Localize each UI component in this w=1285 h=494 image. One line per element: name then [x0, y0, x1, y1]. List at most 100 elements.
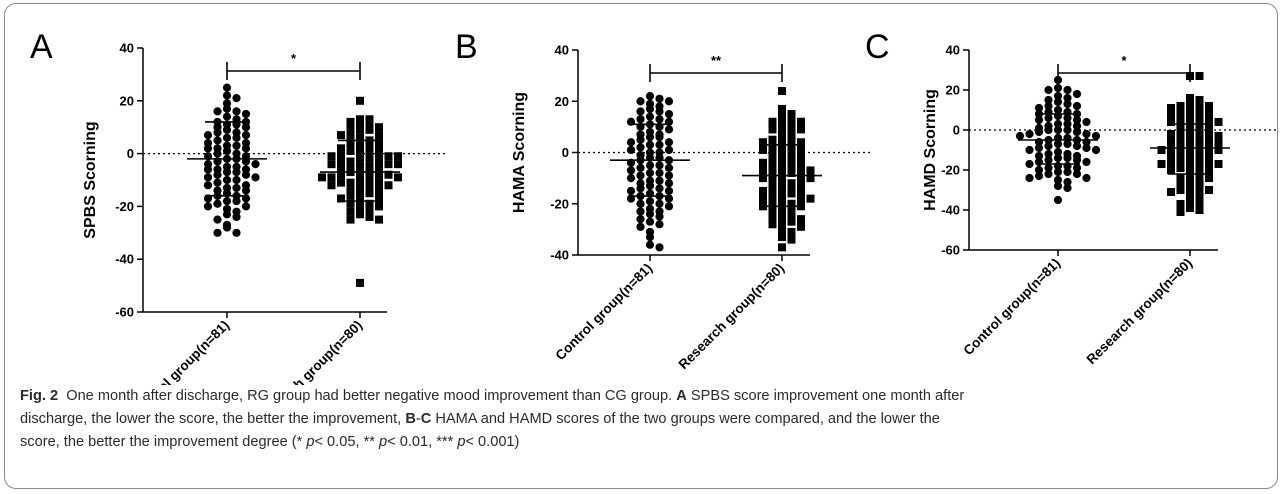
data-point — [797, 163, 805, 172]
data-point — [797, 186, 805, 195]
data-point — [655, 107, 664, 116]
data-point — [232, 167, 241, 177]
y-tick-label: 0 — [562, 145, 569, 160]
data-point — [797, 194, 805, 203]
data-point — [759, 194, 767, 203]
data-point — [1205, 166, 1213, 174]
data-point — [346, 117, 355, 126]
data-point — [318, 173, 326, 182]
data-point — [232, 107, 241, 116]
data-point — [787, 133, 796, 142]
data-point — [365, 120, 374, 129]
data-point — [346, 207, 355, 216]
data-point — [1167, 188, 1175, 196]
data-point — [1167, 130, 1175, 138]
y-axis-title: HAMA Scorning — [511, 92, 528, 213]
x-tick-label: Research group(n=80) — [1083, 256, 1195, 368]
data-point — [1091, 131, 1101, 141]
mean-sd-bar — [1018, 113, 1098, 165]
data-point — [626, 166, 636, 175]
data-point — [797, 117, 805, 126]
data-point — [1195, 192, 1204, 200]
data-point — [375, 131, 383, 140]
data-point — [1034, 115, 1044, 125]
data-point — [787, 217, 796, 226]
data-point — [1044, 141, 1053, 151]
data-point — [645, 217, 655, 226]
data-point — [1044, 113, 1053, 123]
significance-label: * — [291, 51, 297, 66]
data-point — [1195, 100, 1204, 108]
data-point — [645, 197, 655, 206]
data-point — [1195, 184, 1204, 192]
data-point — [626, 145, 636, 155]
data-point — [365, 154, 374, 163]
data-point — [203, 173, 213, 182]
caption-panel-a: A — [676, 388, 687, 404]
data-point — [768, 212, 777, 221]
data-point — [365, 141, 374, 150]
data-point — [203, 131, 213, 140]
y-tick-label: -40 — [941, 203, 960, 218]
data-point — [346, 199, 355, 208]
data-point — [1157, 160, 1166, 168]
data-point — [1195, 178, 1204, 186]
data-point — [655, 115, 664, 124]
data-point — [203, 202, 213, 211]
data-point — [778, 133, 786, 142]
data-point — [375, 186, 383, 195]
data-point — [768, 199, 777, 208]
data-point — [1053, 97, 1063, 107]
data-point — [1205, 136, 1213, 144]
data-point — [1053, 83, 1063, 93]
data-point — [664, 97, 674, 106]
data-point — [645, 112, 655, 121]
data-point — [1053, 181, 1063, 191]
data-point — [1072, 169, 1082, 179]
data-point — [251, 173, 260, 182]
data-point — [664, 163, 674, 172]
y-tick-label: -60 — [115, 305, 134, 320]
data-point — [655, 94, 664, 103]
y-tick-label: -40 — [550, 248, 569, 263]
data-point — [768, 220, 777, 229]
data-point — [365, 189, 374, 198]
data-point — [636, 215, 645, 224]
data-point — [664, 179, 674, 188]
data-point — [1205, 102, 1213, 110]
x-tick-label: Control group(n=81) — [130, 318, 233, 385]
data-point — [1015, 131, 1025, 141]
data-point — [1214, 138, 1223, 146]
data-point — [384, 181, 393, 190]
data-point — [1063, 139, 1072, 149]
data-point — [806, 174, 815, 183]
data-point — [778, 204, 786, 213]
data-point — [337, 165, 345, 174]
data-point — [1072, 101, 1082, 111]
data-point — [375, 165, 383, 174]
data-point — [241, 131, 251, 140]
data-point — [1053, 195, 1063, 205]
caption-p-symbol: p — [457, 434, 466, 450]
data-point — [346, 128, 355, 137]
data-point — [1063, 119, 1072, 129]
data-point — [232, 212, 241, 222]
data-point — [1214, 160, 1223, 168]
data-point — [1044, 163, 1053, 173]
data-point — [213, 136, 222, 145]
data-point — [375, 144, 383, 153]
data-point — [1205, 124, 1213, 132]
data-point — [1214, 118, 1223, 126]
data-point — [232, 197, 241, 206]
data-point — [1072, 155, 1082, 165]
data-point — [337, 157, 345, 166]
data-point — [636, 115, 645, 124]
x-tick-label: Research group(n=80) — [253, 318, 365, 385]
caption-line-1: Fig. 2 One month after discharge, RG gro… — [20, 385, 1275, 408]
data-point — [655, 176, 664, 185]
data-point — [787, 179, 796, 188]
data-point — [1176, 156, 1185, 164]
mean-sd-bar — [187, 121, 267, 197]
data-point — [337, 149, 345, 158]
data-point — [655, 220, 664, 229]
